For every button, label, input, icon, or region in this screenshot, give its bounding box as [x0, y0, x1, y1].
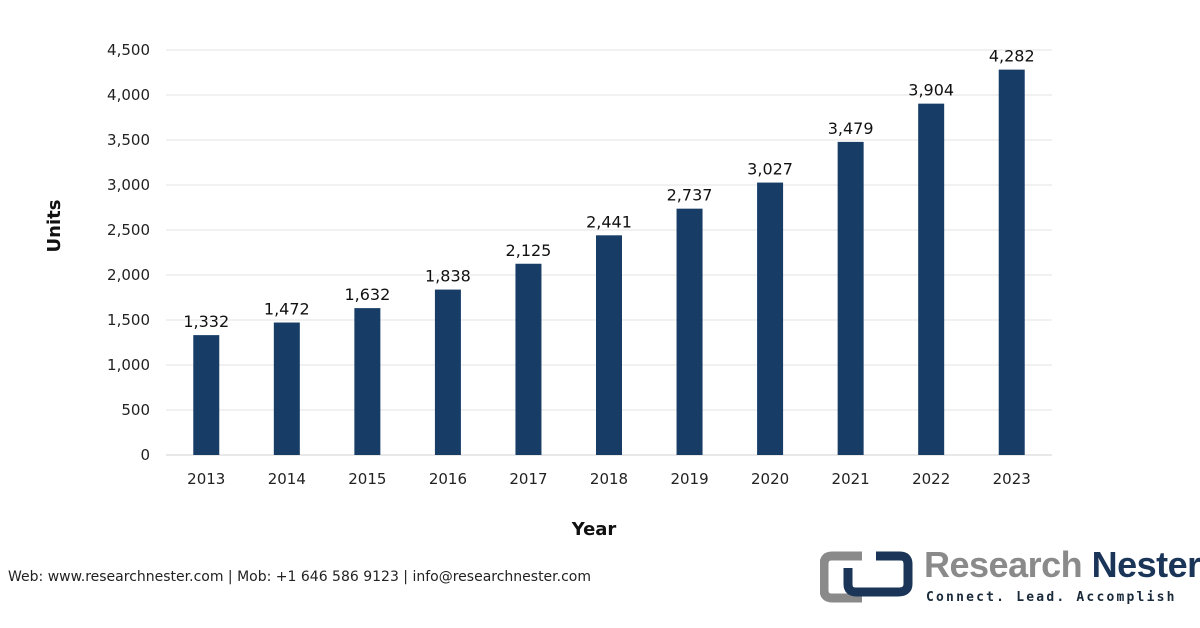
y-tick-label: 2,000 — [107, 266, 150, 284]
data-label-2016: 1,838 — [425, 267, 471, 286]
logo-mark-icon — [820, 551, 913, 603]
x-tick-label: 2014 — [268, 470, 306, 488]
logo-name: Research Nester — [924, 546, 1200, 584]
x-tick-label: 2018 — [590, 470, 628, 488]
x-tick-label: 2022 — [912, 470, 950, 488]
bar-2016 — [434, 289, 461, 455]
data-label-2014: 1,472 — [264, 300, 310, 319]
logo-name-part1: Research — [924, 544, 1083, 585]
bar-chart: 0 500 1,000 1,500 2,000 2,500 3,000 3,500 4,000 4… — [44, 41, 1052, 540]
data-label-2022: 3,904 — [908, 81, 954, 100]
y-tick-label: 3,000 — [107, 176, 150, 194]
bar-2013 — [193, 335, 220, 455]
y-tick-label: 2,500 — [107, 221, 150, 239]
bar-2019 — [676, 208, 703, 455]
x-tick-label: 2017 — [509, 470, 547, 488]
bar-2021 — [837, 141, 864, 455]
y-tick-label: 500 — [121, 401, 150, 419]
bar-2018 — [596, 235, 622, 455]
y-axis-title: Units — [44, 200, 65, 253]
x-axis-title: Year — [571, 519, 617, 540]
research-nester-logo: Research Nester Connect. Lead. Accomplis… — [820, 546, 1200, 608]
x-tick-label: 2020 — [751, 470, 789, 488]
y-tick-label: 4,500 — [107, 41, 150, 59]
data-label-2020: 3,027 — [747, 160, 793, 179]
bar-2023 — [998, 69, 1025, 456]
data-label-2013: 1,332 — [183, 312, 229, 331]
y-tick-label: 1,500 — [107, 311, 150, 329]
data-label-2018: 2,441 — [586, 212, 632, 231]
x-tick-label: 2015 — [348, 470, 386, 488]
bar-2015 — [354, 308, 381, 455]
bar-2020 — [757, 182, 784, 455]
bar-2017 — [515, 263, 542, 455]
logo-name-part2: Nester — [1091, 544, 1200, 585]
data-label-2019: 2,737 — [667, 186, 713, 205]
data-label-2023: 4,282 — [989, 47, 1035, 66]
y-tick-label: 4,000 — [107, 86, 150, 104]
logo-tagline: Connect. Lead. Accomplish — [926, 590, 1177, 605]
footer-contact: Web: www.researchnester.com | Mob: +1 64… — [8, 569, 591, 585]
data-label-2017: 2,125 — [506, 241, 552, 260]
y-tick-label: 3,500 — [107, 131, 150, 149]
x-tick-label: 2016 — [429, 470, 467, 488]
x-tick-label: 2013 — [187, 470, 225, 488]
y-tick-label: 0 — [140, 446, 150, 464]
x-tick-label: 2023 — [993, 470, 1031, 488]
y-tick-label: 1,000 — [107, 356, 150, 374]
data-label-2021: 3,479 — [828, 119, 874, 138]
data-label-2015: 1,632 — [344, 285, 390, 304]
bar-2022 — [918, 103, 945, 455]
x-tick-label: 2021 — [832, 470, 870, 488]
bar-2014 — [273, 322, 300, 455]
x-tick-label: 2019 — [670, 470, 708, 488]
